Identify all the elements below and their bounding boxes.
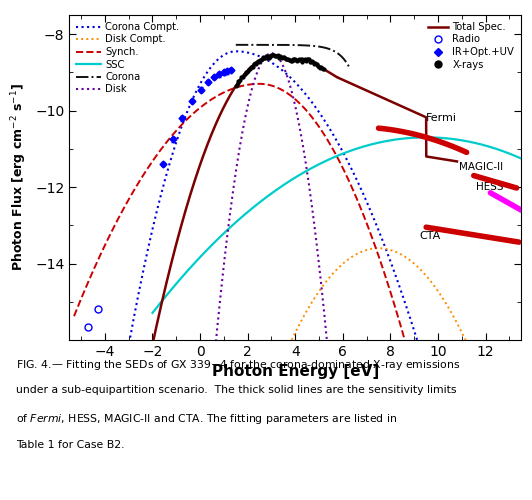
Legend: Total Spec., Radio, IR+Opt.+UV, X-rays: Total Spec., Radio, IR+Opt.+UV, X-rays [427, 20, 517, 72]
Text: CTA: CTA [419, 230, 440, 240]
Text: F$\rm{IG}$. 4.— Fitting the SEDs of GX 339−4 for the corona-dominated X-ray emis: F$\rm{IG}$. 4.— Fitting the SEDs of GX 3… [16, 358, 460, 372]
Text: of $\it{Fermi}$, HESS, MAGIC-II and CTA. The fitting parameters are listed in: of $\it{Fermi}$, HESS, MAGIC-II and CTA.… [16, 412, 397, 426]
Text: MAGIC-II: MAGIC-II [460, 162, 504, 172]
Text: Table 1 for Case B2.: Table 1 for Case B2. [16, 440, 124, 450]
Y-axis label: Photon Flux [erg cm$^{-2}$ s$^{-1}$]: Photon Flux [erg cm$^{-2}$ s$^{-1}$] [10, 84, 29, 272]
X-axis label: Photon Energy [eV]: Photon Energy [eV] [212, 364, 379, 380]
Text: Fermi: Fermi [426, 114, 457, 124]
Text: HESS: HESS [476, 182, 504, 192]
Text: under a sub-equipartition scenario.  The thick solid lines are the sensitivity l: under a sub-equipartition scenario. The … [16, 385, 456, 395]
